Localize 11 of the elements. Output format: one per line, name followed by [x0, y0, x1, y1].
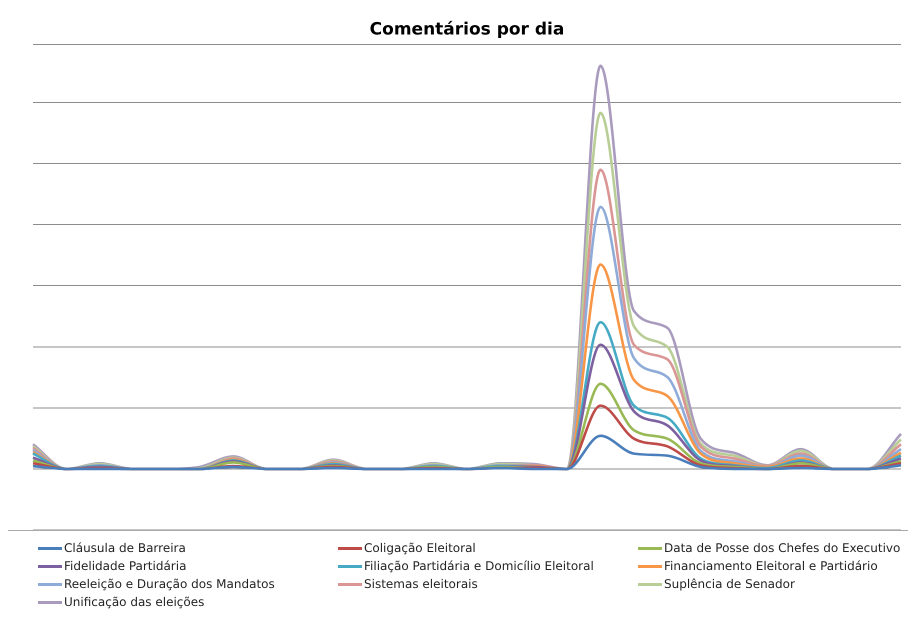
legend-label: Coligação Eleitoral	[364, 541, 476, 555]
legend-label: Suplência de Senador	[664, 577, 795, 591]
legend-label: Data de Posse dos Chefes do Executivo	[664, 541, 900, 555]
legend-label: Cláusula de Barreira	[64, 541, 186, 555]
legend-label: Unificação das eleições	[64, 595, 204, 609]
legend-label: Reeleição e Duração dos Mandatos	[64, 577, 275, 591]
chart-title: Comentários por dia	[370, 20, 564, 40]
legend-label: Fidelidade Partidária	[64, 559, 186, 573]
legend-label: Filiação Partidária e Domicílio Eleitoral	[364, 559, 594, 573]
legend-label: Financiamento Eleitoral e Partidário	[664, 559, 878, 573]
legend-label: Sistemas eleitorais	[364, 577, 478, 591]
